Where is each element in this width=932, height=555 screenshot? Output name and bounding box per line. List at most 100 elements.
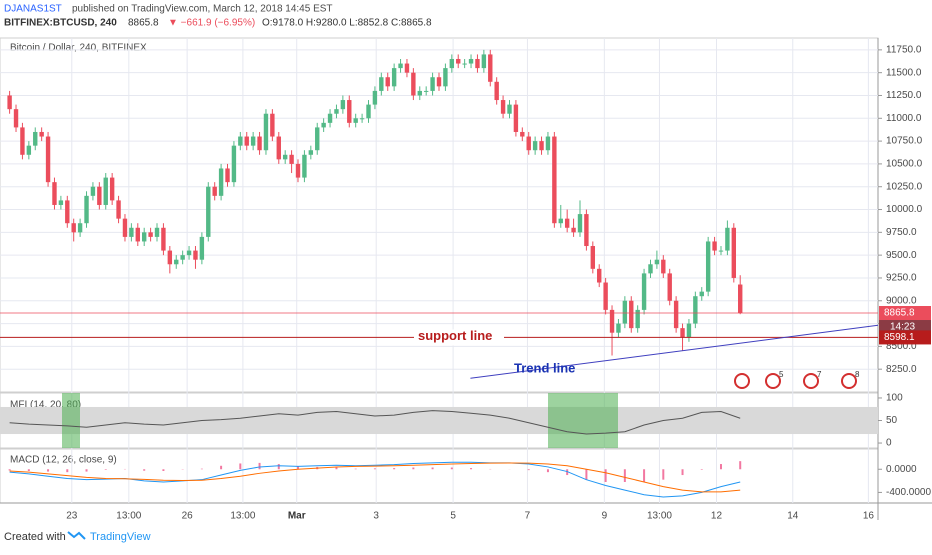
change: ▼ −661.9 (−6.95%)	[168, 18, 255, 29]
candle-body	[603, 283, 607, 310]
macd-histogram-bar	[105, 469, 107, 470]
candle-body	[155, 228, 159, 237]
chart-title: Bitcoin / Dollar, 240, BITFINEX	[10, 43, 147, 54]
macd-histogram-bar	[335, 468, 337, 470]
macd-histogram-bar	[470, 468, 472, 469]
candle-body	[289, 155, 293, 164]
y-tick-label: 11000.0	[886, 113, 922, 124]
candle-body	[187, 251, 191, 256]
candle-body	[514, 105, 518, 132]
candle-body	[277, 137, 281, 160]
candle-body	[180, 255, 184, 260]
candle-body	[482, 54, 486, 68]
candle-body	[635, 310, 639, 328]
macd-histogram-bar	[624, 469, 626, 482]
candle-body	[347, 100, 351, 123]
macd-histogram-bar	[259, 463, 261, 469]
candle-body	[78, 223, 82, 232]
y-tick-label: 9250.0	[886, 273, 917, 284]
y-tick-label: 10500.0	[886, 159, 923, 170]
candle-body	[732, 228, 736, 278]
y-tick-label: 11500.0	[886, 67, 922, 78]
candle-body	[488, 54, 492, 81]
candle-body	[251, 137, 255, 146]
candle-body	[366, 105, 370, 119]
candle-body	[680, 328, 684, 337]
event-count: 8	[855, 370, 860, 379]
candle-body	[687, 324, 691, 338]
mfi-tick-label: 50	[886, 415, 898, 426]
candle-body	[283, 155, 287, 160]
x-tick-label: 23	[66, 511, 78, 522]
candle-body	[456, 59, 460, 64]
candle-body	[706, 241, 710, 291]
candle-body	[616, 324, 620, 333]
candle-body	[674, 301, 678, 328]
ohlc: O:9178.0 H:9280.0 L:8852.8 C:8865.8	[262, 18, 432, 29]
x-tick-label: 7	[525, 511, 531, 522]
candle-body	[193, 251, 197, 260]
candle-body	[353, 118, 357, 123]
macd-histogram-bar	[162, 469, 164, 471]
macd-histogram-bar	[220, 466, 222, 469]
candle-body	[443, 68, 447, 86]
candle-body	[501, 100, 505, 114]
candle-body	[245, 137, 249, 146]
candle-body	[341, 100, 345, 109]
candle-body	[238, 137, 242, 146]
x-tick-label: 5	[450, 511, 456, 522]
candle-body	[520, 132, 524, 137]
footer-brand[interactable]: TradingView	[90, 531, 151, 543]
last-price-label: 8865.8	[884, 308, 915, 319]
macd-tick-label: 0.0000	[886, 464, 917, 475]
candle-body	[398, 64, 402, 69]
macd-histogram-bar	[720, 464, 722, 469]
macd-histogram-bar	[143, 469, 145, 470]
candle-body	[462, 64, 466, 65]
event-flag	[735, 374, 749, 388]
candle-body	[527, 137, 531, 151]
candle-body	[719, 251, 723, 252]
candle-body	[142, 232, 146, 241]
candle-body	[591, 246, 595, 269]
candle-body	[315, 127, 319, 150]
candle-body	[379, 77, 383, 91]
candle-body	[219, 168, 223, 195]
candle-body	[257, 137, 261, 151]
candle-body	[27, 146, 31, 155]
candle-body	[629, 301, 633, 328]
candle-body	[264, 114, 268, 150]
candle-body	[52, 182, 56, 205]
candle-body	[296, 164, 300, 178]
candle-body	[546, 137, 550, 151]
y-tick-label: 11750.0	[886, 45, 922, 56]
candle-body	[437, 77, 441, 86]
candle-body	[386, 77, 390, 86]
candle-body	[571, 228, 575, 233]
last-price: 8865.8	[128, 18, 159, 29]
x-tick-label: 13:00	[230, 511, 255, 522]
candle-body	[642, 273, 646, 309]
candle-body	[450, 59, 454, 68]
candle-body	[104, 178, 108, 205]
event-flag	[766, 374, 780, 388]
macd-histogram-bar	[355, 469, 357, 470]
macd-histogram-bar	[739, 461, 741, 469]
candle-body	[411, 73, 415, 96]
candle-body	[123, 219, 127, 237]
candle-body	[494, 82, 498, 100]
x-tick-label: 9	[602, 511, 608, 522]
macd-title: MACD (12, 26, close, 9)	[10, 455, 117, 466]
candle-body	[475, 59, 479, 68]
y-tick-label: 9000.0	[886, 295, 917, 306]
candle-body	[405, 64, 409, 73]
macd-histogram-bar	[47, 469, 49, 471]
y-tick-label: 10000.0	[886, 204, 923, 215]
macd-histogram-bar	[28, 469, 30, 471]
candle-body	[655, 260, 659, 265]
candle-body	[693, 296, 697, 323]
candle-body	[91, 187, 95, 196]
candle-body	[539, 141, 543, 150]
